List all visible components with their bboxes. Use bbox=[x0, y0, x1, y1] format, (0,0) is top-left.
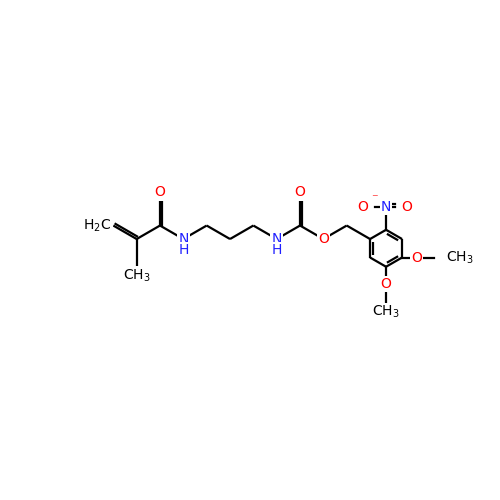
Text: N: N bbox=[381, 200, 391, 214]
Text: O: O bbox=[380, 278, 392, 291]
Text: H: H bbox=[178, 243, 188, 257]
Text: O: O bbox=[402, 200, 412, 214]
Text: O: O bbox=[318, 232, 329, 246]
Text: CH$_3$: CH$_3$ bbox=[446, 250, 473, 266]
Text: CH$_3$: CH$_3$ bbox=[372, 304, 400, 320]
Text: N: N bbox=[178, 232, 188, 246]
Text: ⁻: ⁻ bbox=[371, 192, 378, 205]
Text: N: N bbox=[272, 232, 282, 246]
Text: O: O bbox=[357, 200, 368, 214]
Text: H$_2$C: H$_2$C bbox=[84, 218, 112, 234]
Text: O: O bbox=[154, 186, 166, 200]
Text: O: O bbox=[294, 186, 306, 200]
Text: CH$_3$: CH$_3$ bbox=[123, 268, 150, 284]
Text: O: O bbox=[412, 250, 422, 264]
Text: H: H bbox=[272, 243, 282, 257]
